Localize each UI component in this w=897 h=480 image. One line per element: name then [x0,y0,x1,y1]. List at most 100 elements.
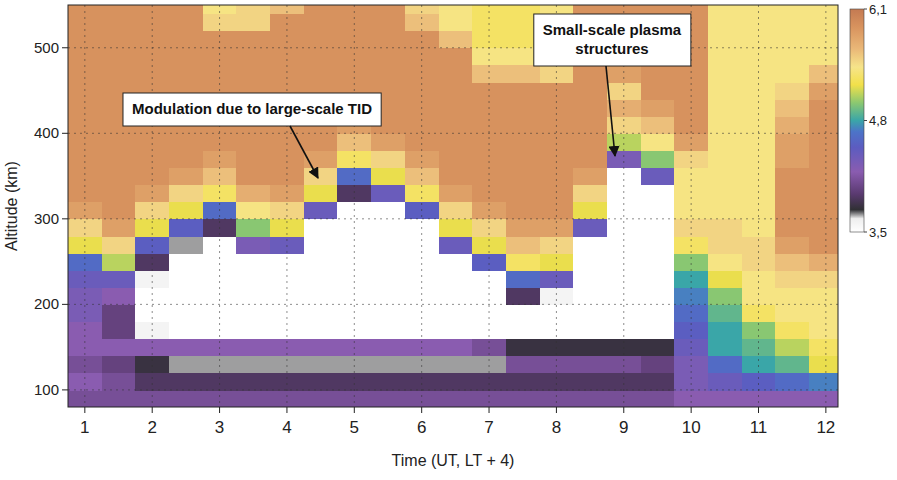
heatmap-cell [809,287,838,305]
heatmap-cell [742,185,776,203]
heatmap-cell [68,373,102,391]
heatmap-cell [506,150,540,168]
heatmap-cell [809,202,838,220]
heatmap-cell [641,236,675,254]
heatmap-cell [607,185,641,203]
heatmap-cell [641,168,675,186]
heatmap-cell [506,253,540,271]
heatmap-cell [236,202,270,220]
heatmap-cell [169,253,203,271]
heatmap-cell [270,65,304,83]
heatmap-cell [371,253,405,271]
heatmap-cell [540,287,574,305]
heatmap-cell [809,150,838,168]
heatmap-cell [304,31,338,49]
heatmap-cell [371,202,405,220]
heatmap-cell [236,168,270,186]
heatmap-cell [236,14,270,32]
grid [68,5,838,407]
heatmap-cell [708,99,742,117]
heatmap-cell [68,133,102,151]
x-tick-label: 2 [147,418,156,437]
heatmap-cell [68,236,102,254]
heatmap-cell [68,150,102,168]
x-tick-label: 10 [682,418,701,437]
grid-line [68,389,838,390]
heatmap-cell [102,48,136,66]
heatmap-cell [203,150,237,168]
heatmap-cell [506,373,540,391]
heatmap-cell [607,373,641,391]
heatmap-cell [135,304,169,322]
heatmap-cell [641,373,675,391]
y-tick [62,304,68,305]
heatmap-cell [742,390,776,407]
x-tick [84,407,85,413]
heatmap-cell [641,304,675,322]
heatmap-cell [809,48,838,66]
heatmap-cell [506,219,540,237]
heatmap-cell [472,31,506,49]
grid-line [84,5,85,407]
heatmap-cell [641,287,675,305]
heatmap-cell [809,133,838,151]
heatmap-cell [304,168,338,186]
colorbar-scale [850,9,864,232]
heatmap-cell [708,31,742,49]
heatmap-cell [540,168,574,186]
grid-line [286,5,287,407]
heatmap-cell [203,390,237,407]
heatmap-cell [68,356,102,374]
heatmap-cell [540,236,574,254]
heatmap-cell [405,14,439,32]
heatmap-cell [169,356,203,374]
heatmap-cell [304,65,338,83]
heatmap-cell [775,321,809,339]
heatmap-cell [337,150,371,168]
heatmap-cell [371,5,405,14]
heatmap-cell [439,48,473,66]
x-tick-label: 8 [552,418,561,437]
axes: 123456789101112100200300400500 [34,39,835,437]
heatmap-cell [304,48,338,66]
colorbar: 3,54,86,1 [850,2,887,240]
heatmap-cell [809,219,838,237]
heatmap-cell [169,14,203,32]
grid-line [825,5,826,407]
heatmap-cell [573,339,607,357]
heatmap-cell [674,356,708,374]
heatmap-cell [540,356,574,374]
x-tick [354,407,355,413]
heatmap-cell [439,339,473,357]
heatmap-cell [102,236,136,254]
heatmap-cell [809,356,838,374]
heatmap-cell [371,339,405,357]
heatmap-cell [708,253,742,271]
heatmap-cell [236,236,270,254]
heatmap-cell [102,270,136,288]
heatmap-cell [304,270,338,288]
annotation: Small-scale plasmastructures [534,14,691,156]
heatmap-cell [337,253,371,271]
grid-line [421,5,422,407]
heatmap-cell [169,321,203,339]
heatmap-cell [304,390,338,407]
heatmap-cell [169,390,203,407]
heatmap-cell [169,133,203,151]
heatmap-cell [674,185,708,203]
heatmap-cell [439,219,473,237]
heatmap-cell [708,321,742,339]
y-tick-label: 200 [34,295,59,312]
heatmap-cell [337,287,371,305]
heatmap-cell [236,48,270,66]
heatmap-cell [371,150,405,168]
heatmap-cell [742,287,776,305]
heatmap-cell [573,202,607,220]
heatmap-cell [236,304,270,322]
heatmap-cell [472,304,506,322]
heatmap-cell [439,185,473,203]
heatmap-cell [742,304,776,322]
x-tick [152,407,153,413]
heatmap-cell [169,185,203,203]
heatmap-cell [270,304,304,322]
